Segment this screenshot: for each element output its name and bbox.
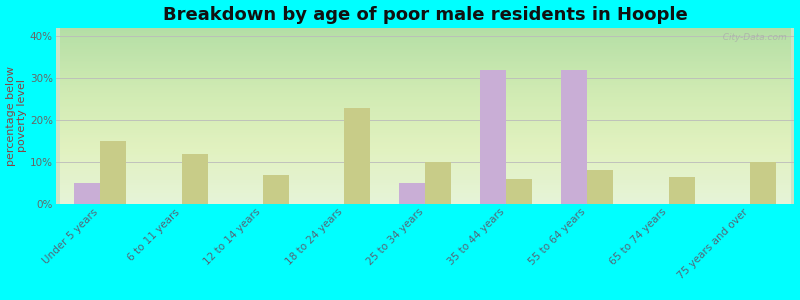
Bar xyxy=(262,175,289,204)
Bar xyxy=(182,154,207,204)
Bar xyxy=(74,183,100,204)
Y-axis label: percentage below
poverty level: percentage below poverty level xyxy=(6,66,27,166)
Bar xyxy=(669,177,694,204)
Bar xyxy=(750,162,776,204)
Title: Breakdown by age of poor male residents in Hoople: Breakdown by age of poor male residents … xyxy=(162,6,687,24)
Bar xyxy=(562,70,587,204)
Text: City-Data.com: City-Data.com xyxy=(718,33,787,42)
Bar xyxy=(587,170,614,204)
Bar xyxy=(480,70,506,204)
Bar xyxy=(100,141,126,204)
Bar xyxy=(344,108,370,204)
Bar xyxy=(506,179,532,204)
Bar xyxy=(399,183,425,204)
Bar xyxy=(425,162,451,204)
